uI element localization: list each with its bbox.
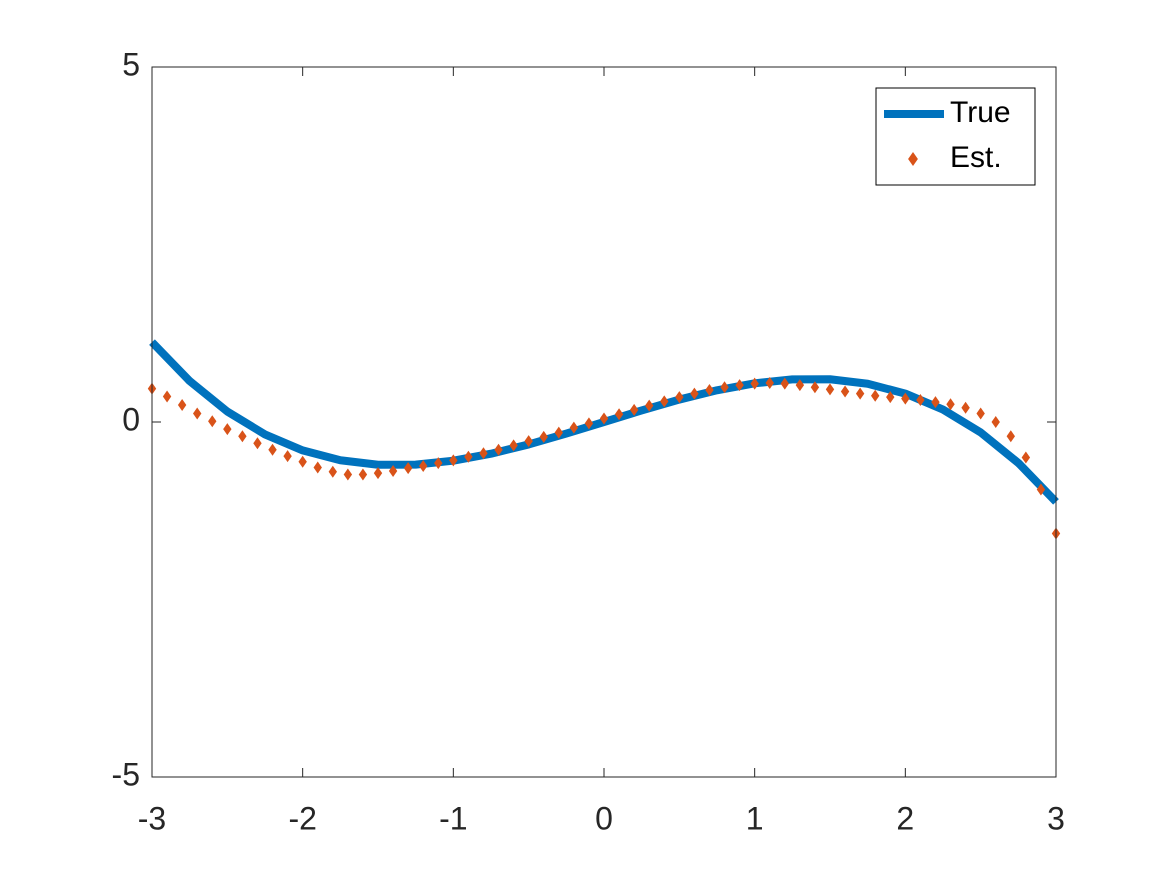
est-marker bbox=[479, 447, 488, 460]
est-marker bbox=[901, 392, 910, 405]
est-marker bbox=[840, 385, 850, 398]
est-marker bbox=[509, 439, 518, 452]
est-marker bbox=[645, 399, 654, 412]
est-marker bbox=[690, 387, 699, 400]
est-marker bbox=[449, 454, 458, 467]
est-marker bbox=[735, 379, 744, 392]
est-marker bbox=[494, 443, 503, 456]
x-tick-label: 1 bbox=[746, 800, 764, 836]
est-marker bbox=[313, 461, 322, 474]
x-tick-label: -2 bbox=[288, 800, 316, 836]
legend-box bbox=[875, 87, 1036, 186]
est-marker bbox=[1006, 430, 1015, 443]
est-marker bbox=[750, 377, 759, 390]
est-marker bbox=[675, 391, 684, 404]
est-marker bbox=[162, 390, 172, 403]
est-marker bbox=[283, 450, 292, 463]
est-marker bbox=[976, 407, 985, 420]
est-marker bbox=[554, 426, 563, 439]
est-marker bbox=[795, 379, 805, 392]
est-marker bbox=[629, 403, 639, 416]
est-marker bbox=[614, 408, 624, 421]
est-marker bbox=[177, 398, 187, 411]
est-marker bbox=[419, 460, 428, 473]
legend-label: True bbox=[950, 96, 1011, 129]
est-marker bbox=[238, 430, 247, 443]
est-marker bbox=[705, 384, 714, 397]
y-tick-label: 0 bbox=[122, 401, 140, 437]
x-tick-label: 3 bbox=[1047, 800, 1065, 836]
est-marker bbox=[871, 389, 880, 402]
x-tick-label: -3 bbox=[138, 800, 166, 836]
legend-label: Est. bbox=[950, 141, 1002, 174]
est-marker bbox=[434, 457, 443, 470]
est-marker bbox=[464, 450, 473, 463]
x-tick-label: -1 bbox=[439, 800, 467, 836]
est-marker bbox=[328, 465, 337, 478]
est-marker bbox=[569, 421, 579, 434]
est-marker bbox=[253, 437, 262, 450]
est-marker bbox=[931, 396, 940, 409]
est-marker bbox=[403, 462, 413, 475]
est-marker bbox=[524, 435, 533, 448]
est-marker bbox=[961, 401, 970, 414]
est-marker bbox=[916, 393, 925, 406]
est-marker bbox=[660, 395, 669, 408]
est-marker bbox=[539, 430, 548, 443]
est-marker bbox=[373, 467, 383, 480]
axes-box bbox=[151, 66, 1057, 778]
est-marker bbox=[946, 398, 955, 411]
est-marker bbox=[343, 468, 353, 481]
est-marker bbox=[208, 415, 217, 428]
est-marker bbox=[810, 381, 820, 394]
est-marker bbox=[358, 468, 368, 481]
est-marker bbox=[599, 412, 609, 425]
est-marker bbox=[298, 455, 307, 468]
x-tick-label: 0 bbox=[595, 800, 613, 836]
est-marker bbox=[1036, 483, 1046, 496]
est-marker bbox=[886, 391, 895, 404]
y-tick-label: 5 bbox=[122, 46, 140, 82]
est-marker bbox=[388, 464, 398, 477]
est-marker bbox=[1021, 451, 1031, 464]
est-marker bbox=[780, 377, 789, 390]
est-marker bbox=[855, 387, 865, 400]
x-tick-label: 2 bbox=[896, 800, 914, 836]
est-marker bbox=[825, 383, 835, 396]
est-marker bbox=[584, 417, 594, 430]
est-marker bbox=[268, 443, 277, 456]
est-marker bbox=[193, 407, 202, 420]
legend-marker bbox=[908, 152, 918, 166]
est-marker bbox=[991, 416, 1000, 428]
est-marker bbox=[765, 376, 774, 389]
est-marker bbox=[720, 381, 729, 394]
y-tick-label: -5 bbox=[112, 756, 140, 792]
est-marker bbox=[223, 423, 232, 436]
